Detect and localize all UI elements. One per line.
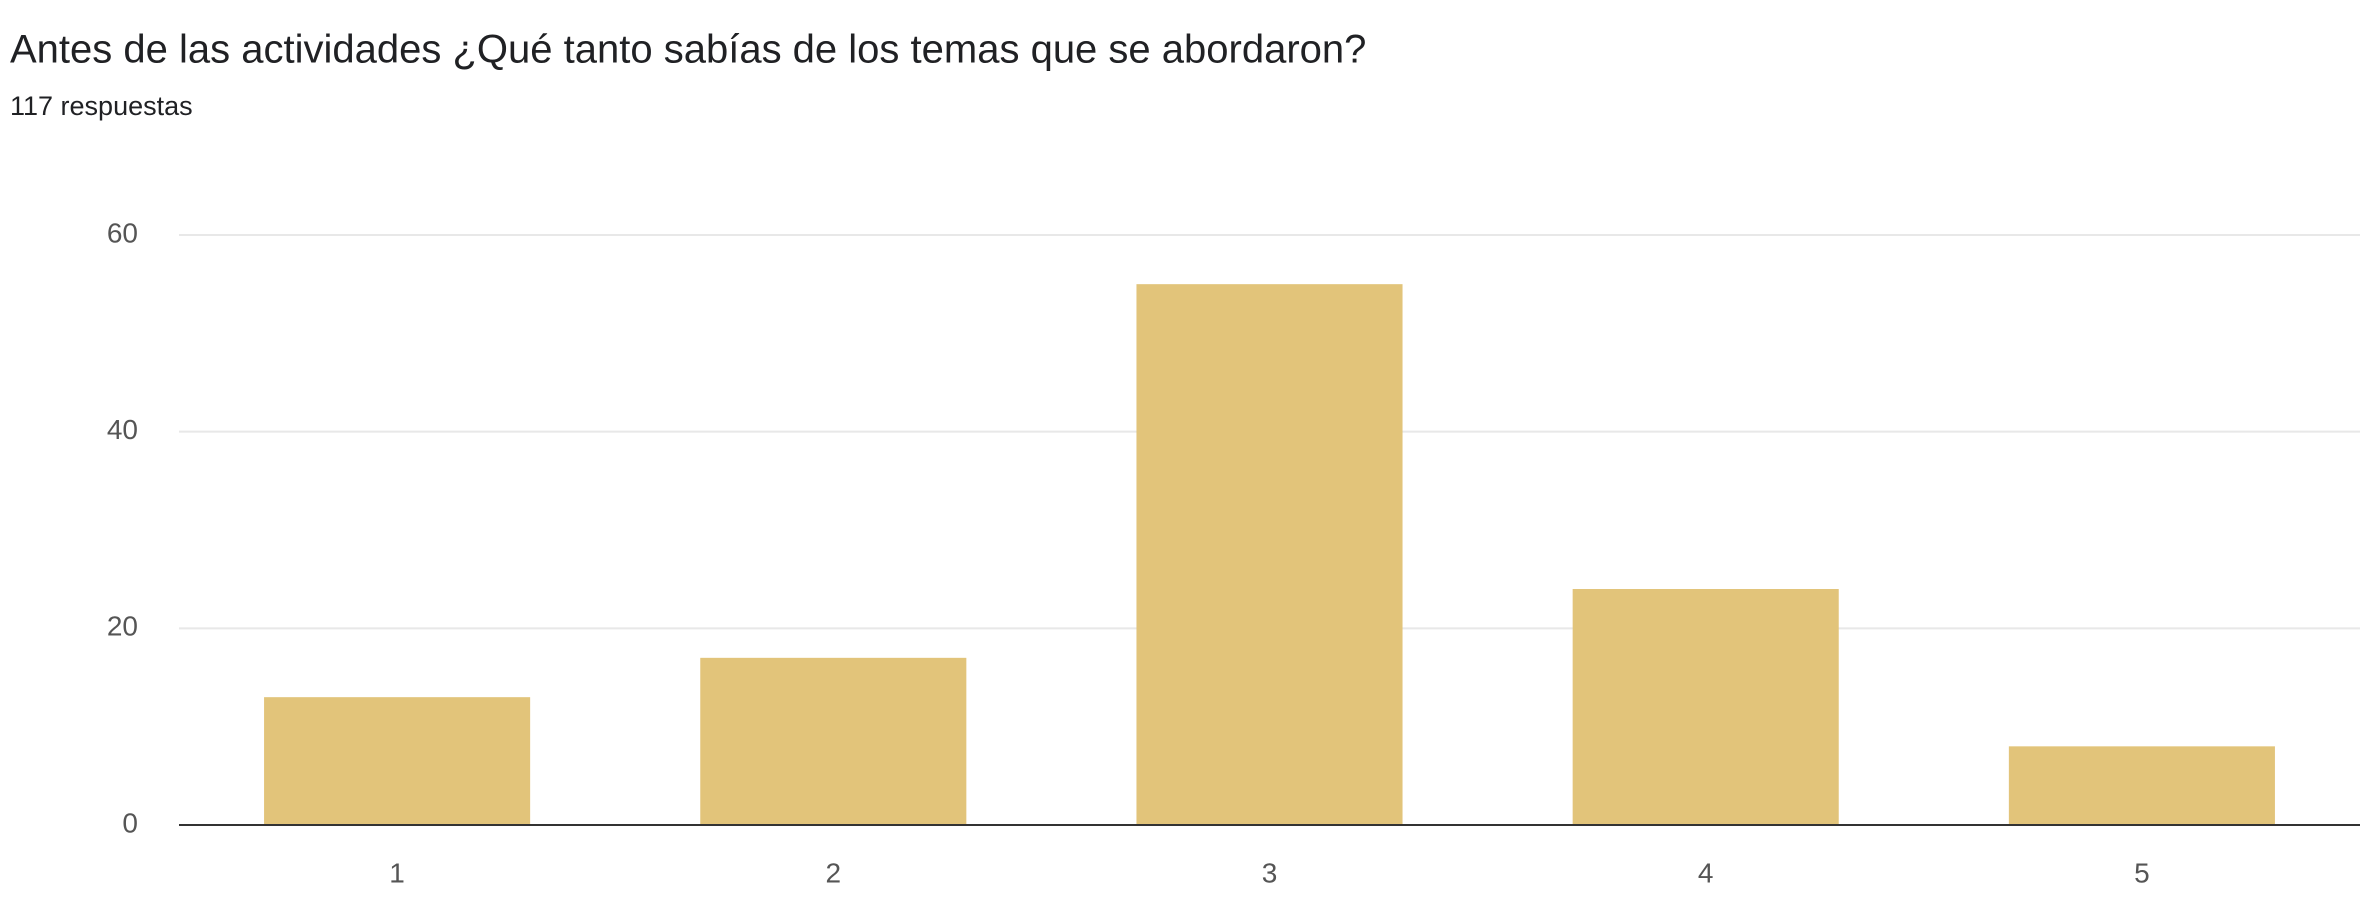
bar <box>700 657 967 825</box>
x-tick-label: 3 <box>1262 857 1278 888</box>
x-tick-label: 2 <box>826 857 842 888</box>
y-tick-label: 0 <box>122 807 138 838</box>
bar <box>2008 746 2275 825</box>
y-tick-label: 20 <box>107 611 138 642</box>
bar <box>1136 284 1403 826</box>
x-tick-label: 5 <box>2134 857 2150 888</box>
y-tick-label: 40 <box>107 414 138 445</box>
chart-title: Antes de las actividades ¿Qué tanto sabí… <box>10 28 1366 72</box>
x-tick-label: 1 <box>389 857 405 888</box>
y-tick-label: 60 <box>107 217 138 248</box>
chart-subtitle: 117 respuestas <box>10 91 193 121</box>
x-tick-label: 4 <box>1698 857 1714 888</box>
bar <box>264 697 531 825</box>
bar <box>1572 589 1839 825</box>
